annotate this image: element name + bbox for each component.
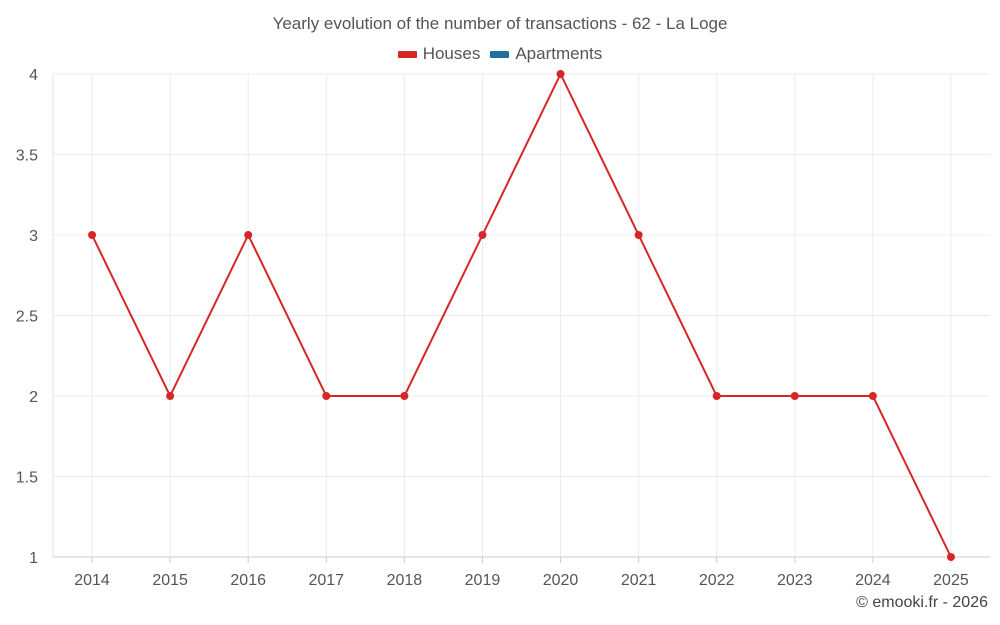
- y-tick-label: 2: [29, 389, 38, 406]
- x-tick-label: 2021: [621, 572, 657, 589]
- chart-title: Yearly evolution of the number of transa…: [272, 14, 728, 33]
- legend: Houses Apartments: [0, 44, 1000, 64]
- y-tick-label: 1.5: [16, 470, 38, 487]
- data-point-houses: [88, 231, 97, 239]
- x-tick-label: 2016: [230, 572, 266, 589]
- credit-text: © emooki.fr - 2026: [856, 594, 988, 611]
- data-point-houses: [634, 231, 643, 239]
- x-tick-label: 2023: [777, 572, 813, 589]
- y-tick-label: 1: [29, 550, 38, 567]
- data-point-houses: [166, 392, 175, 400]
- x-tick-label: 2020: [543, 572, 579, 589]
- legend-swatch-apartments: [490, 50, 510, 58]
- y-tick-label: 3: [29, 228, 38, 245]
- x-tick-label: 2022: [699, 572, 735, 589]
- data-point-houses: [790, 392, 799, 400]
- data-point-houses: [946, 553, 955, 561]
- legend-swatch-houses: [397, 50, 417, 58]
- data-point-houses: [322, 392, 331, 400]
- x-tick-label: 2025: [933, 572, 969, 589]
- x-tick-label: 2018: [387, 572, 423, 589]
- y-tick-label: 2.5: [16, 309, 38, 326]
- x-tick-label: 2017: [308, 572, 344, 589]
- legend-item-houses[interactable]: Houses: [397, 44, 481, 64]
- data-point-houses: [244, 231, 253, 239]
- data-point-houses: [868, 392, 877, 400]
- y-tick-label: 4: [29, 67, 38, 84]
- data-point-houses: [478, 231, 487, 239]
- data-point-houses: [556, 70, 565, 78]
- x-tick-label: 2015: [152, 572, 188, 589]
- legend-label-apartments: Apartments: [515, 44, 603, 63]
- data-point-houses: [712, 392, 721, 400]
- series-line-houses: [91, 71, 952, 558]
- legend-label-houses: Houses: [422, 44, 481, 63]
- x-tick-label: 2014: [74, 572, 110, 589]
- x-tick-label: 2019: [465, 572, 501, 589]
- y-tick-label: 3.5: [16, 148, 38, 165]
- data-point-houses: [400, 392, 409, 400]
- x-tick-label: 2024: [855, 572, 891, 589]
- legend-item-apartments[interactable]: Apartments: [490, 44, 602, 64]
